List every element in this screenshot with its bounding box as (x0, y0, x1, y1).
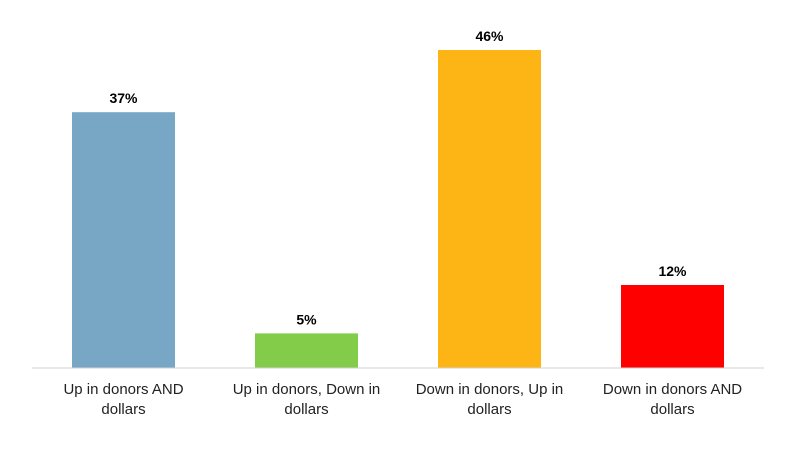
category-label-1-line-1: Up in donors AND (63, 381, 183, 398)
category-label-3-line-2: dollars (467, 401, 511, 418)
data-label-3: 46% (475, 28, 504, 44)
bar-2 (255, 333, 358, 368)
category-label-1-line-2: dollars (101, 401, 145, 418)
category-label-3-line-1: Down in donors, Up in (416, 381, 564, 398)
data-label-2: 5% (296, 311, 317, 327)
bar-1 (72, 112, 175, 368)
category-label-2-line-1: Up in donors, Down in (233, 381, 381, 398)
category-label-4-line-2: dollars (650, 401, 694, 418)
bars-group (72, 50, 724, 368)
data-label-1: 37% (109, 90, 138, 106)
bar-4 (621, 285, 724, 368)
data-label-4: 12% (658, 263, 687, 279)
category-label-2-line-2: dollars (284, 401, 328, 418)
labels-group: 37% Up in donors AND dollars 5% Up in donors… (63, 28, 742, 418)
category-label-4-line-1: Down in donors AND (603, 381, 742, 398)
bar-3 (438, 50, 541, 368)
